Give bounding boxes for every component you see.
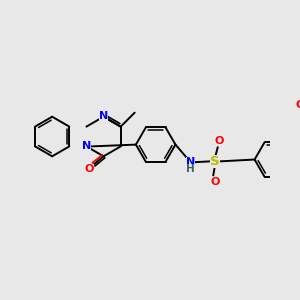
Text: H: H	[186, 164, 195, 173]
Text: S: S	[210, 155, 220, 168]
Text: N: N	[186, 157, 195, 167]
Text: O: O	[210, 177, 220, 187]
Text: O: O	[85, 164, 94, 174]
Text: N: N	[99, 111, 108, 121]
Text: O: O	[296, 100, 300, 110]
Text: O: O	[215, 136, 224, 146]
Text: N: N	[82, 141, 91, 152]
